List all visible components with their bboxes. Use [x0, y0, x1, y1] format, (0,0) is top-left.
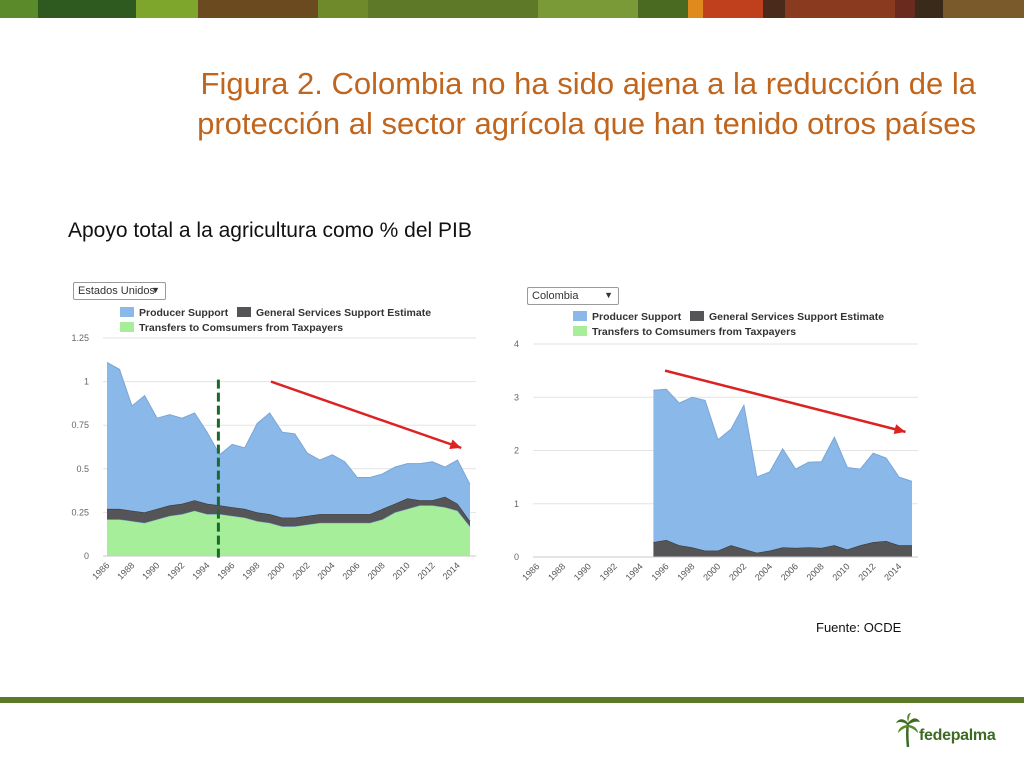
x-tick-label: 1992	[165, 560, 186, 581]
x-tick-label: 2014	[441, 560, 462, 581]
top-stripe	[895, 0, 915, 18]
top-stripe	[943, 0, 1024, 18]
x-tick-label: 2000	[265, 560, 286, 581]
legend-item-transfers[interactable]: Transfers to Comsumers from Taxpayers	[573, 326, 796, 338]
producer-support-area	[653, 389, 912, 553]
y-tick-label: 0.75	[71, 420, 89, 430]
y-tick-label: 2	[514, 446, 519, 456]
chart-subtitle: Apoyo total a la agricultura como % del …	[68, 219, 472, 242]
trend-arrow-head	[449, 439, 462, 449]
general-services-area	[107, 496, 470, 527]
x-tick-label: 1994	[624, 561, 645, 582]
y-tick-label: 4	[514, 339, 519, 349]
legend-label: Transfers to Comsumers from Taxpayers	[592, 326, 797, 338]
x-tick-label: 2002	[290, 560, 311, 581]
legend-label: General Services Support Estimate	[709, 311, 885, 323]
transfers-area-edge	[107, 504, 471, 527]
top-stripe	[638, 0, 688, 18]
x-tick-label: 2006	[341, 560, 362, 581]
x-tick-label: 1990	[572, 561, 593, 582]
palm-tree-icon	[896, 713, 920, 748]
x-tick-label: 1996	[649, 561, 670, 582]
chevron-down-icon: ▼	[151, 285, 160, 295]
legend-label: Producer Support	[139, 307, 229, 319]
y-tick-label: 1	[514, 499, 519, 509]
x-tick-label: 1998	[240, 560, 261, 581]
x-tick-label: 2010	[831, 561, 852, 582]
legend-item-general-services[interactable]: General Services Support Estimate	[237, 307, 431, 319]
top-stripe	[763, 0, 785, 18]
top-stripe	[38, 0, 136, 18]
x-tick-label: 1990	[140, 560, 161, 581]
x-tick-label: 1988	[115, 560, 136, 581]
x-tick-label: 1996	[215, 560, 236, 581]
source-note: Fuente: OCDE	[816, 620, 902, 635]
slide-title-line-2: protección al sector agrícola que han te…	[197, 106, 976, 141]
producer-support-area	[107, 362, 470, 522]
producer-support-area-edge	[653, 388, 913, 482]
x-tick-label: 2004	[753, 561, 774, 582]
top-stripe	[688, 0, 703, 18]
legend-label: Transfers to Comsumers from Taxpayers	[139, 322, 344, 334]
y-tick-label: 0.25	[71, 507, 89, 517]
x-tick-label: 2000	[701, 561, 722, 582]
slide-title: Figura 2. Colombia no ha sido ajena a la…	[76, 64, 976, 144]
y-tick-label: 1	[84, 377, 89, 387]
country-selector-colombia[interactable]: Colombia ▼	[527, 287, 619, 305]
x-tick-label: 2012	[416, 560, 437, 581]
top-stripe	[915, 0, 943, 18]
x-tick-label: 2004	[315, 560, 336, 581]
country-selector-estados-unidos[interactable]: Estados Unidos ▼	[73, 282, 166, 300]
top-stripe	[136, 0, 198, 18]
x-tick-label: 2012	[856, 561, 877, 582]
x-tick-label: 2010	[391, 560, 412, 581]
y-tick-label: 1.25	[71, 333, 89, 343]
transfers-area	[107, 505, 470, 556]
y-tick-label: 3	[514, 392, 519, 402]
x-tick-label: 2008	[366, 560, 387, 581]
x-tick-label: 2002	[727, 561, 748, 582]
trend-arrow-line	[270, 380, 462, 450]
top-stripe	[368, 0, 538, 18]
legend-label: Producer Support	[592, 311, 682, 323]
y-tick-label: 0.5	[76, 464, 89, 474]
slide-title-line-1: Figura 2. Colombia no ha sido ajena a la…	[200, 66, 976, 101]
country-selector-value: Colombia	[532, 290, 579, 302]
legend-item-transfers[interactable]: Transfers to Comsumers from Taxpayers	[120, 322, 343, 334]
x-tick-label: 1986	[520, 561, 541, 582]
logo-text: fedepalma	[919, 727, 996, 744]
x-tick-label: 1986	[90, 560, 111, 581]
legend-label: General Services Support Estimate	[256, 307, 432, 319]
y-tick-label: 0	[514, 552, 519, 562]
trend-arrow-line	[664, 369, 906, 434]
x-tick-label: 1988	[546, 561, 567, 582]
top-decorative-stripes	[0, 0, 1024, 18]
x-tick-label: 2014	[882, 561, 903, 582]
legend-item-producer-support[interactable]: Producer Support	[120, 307, 228, 319]
general-services-area-edge	[653, 539, 912, 554]
legend-item-producer-support[interactable]: Producer Support	[573, 311, 681, 323]
top-stripe	[198, 0, 318, 18]
top-stripe	[318, 0, 368, 18]
x-tick-label: 1994	[190, 560, 211, 581]
y-tick-label: 0	[84, 551, 89, 561]
top-stripe	[703, 0, 763, 18]
x-tick-label: 1998	[675, 561, 696, 582]
bottom-divider-bar	[0, 697, 1024, 703]
country-selector-value: Estados Unidos	[78, 285, 156, 297]
x-tick-label: 2008	[805, 561, 826, 582]
general-services-area	[653, 540, 912, 557]
legend-item-general-services[interactable]: General Services Support Estimate	[690, 311, 884, 323]
x-tick-label: 1992	[598, 561, 619, 582]
producer-support-area-edge	[106, 361, 471, 485]
chevron-down-icon: ▼	[604, 290, 613, 300]
top-stripe	[538, 0, 638, 18]
top-stripe	[785, 0, 895, 18]
x-tick-label: 2006	[779, 561, 800, 582]
fedepalma-logo: fedepalma	[895, 713, 1000, 751]
top-stripe	[0, 0, 38, 18]
trend-arrow-head	[893, 424, 906, 434]
